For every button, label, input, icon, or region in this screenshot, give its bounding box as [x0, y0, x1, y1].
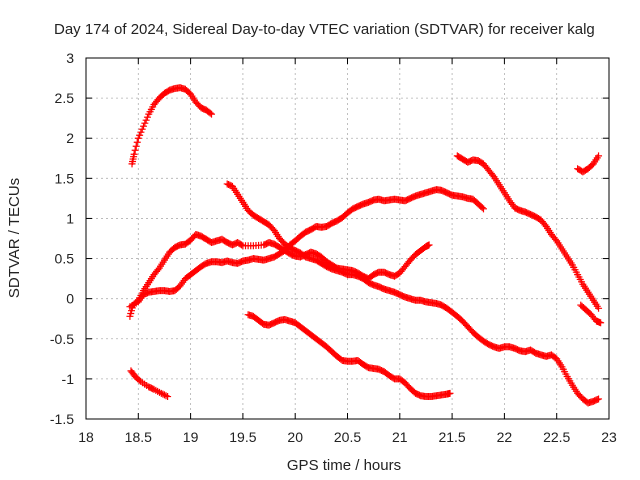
data-point	[595, 395, 603, 403]
data-point	[142, 116, 150, 124]
data-point	[206, 109, 214, 117]
series-arc-4	[126, 186, 487, 311]
data-point	[162, 392, 170, 400]
data-point	[130, 150, 138, 158]
data-point	[160, 391, 168, 399]
data-point	[489, 171, 497, 179]
x-axis-ticks: 18 18.5 19 19.5 20 20.5 21 21.5 22 22.5 23	[78, 58, 617, 445]
y-tick-label: -0.5	[50, 331, 74, 347]
data-point	[132, 142, 140, 150]
x-axis-label: GPS time / hours	[287, 457, 401, 474]
data-point	[478, 204, 486, 212]
x-tick-label: 18	[78, 429, 94, 445]
y-tick-label: 1	[66, 210, 74, 226]
series-arc-5	[223, 180, 603, 407]
y-tick-label: 0	[66, 291, 74, 307]
x-tick-label: 21	[392, 429, 408, 445]
x-tick-label: 21.5	[438, 429, 465, 445]
grid-lines	[86, 58, 609, 419]
data-point	[138, 125, 146, 133]
data-point	[143, 113, 151, 121]
y-tick-label: 0.5	[55, 251, 75, 267]
data-point	[541, 221, 549, 229]
x-tick-label: 19.5	[229, 429, 256, 445]
x-tick-label: 22	[497, 429, 513, 445]
y-tick-label: -1.5	[50, 411, 74, 427]
y-tick-label: 2.5	[55, 90, 75, 106]
data-point	[134, 134, 142, 142]
series-arc-7	[453, 152, 603, 312]
y-axis-ticks: 3 2.5 2 1.5 1 0.5 0 -0.5 -1 -1.5	[50, 50, 609, 427]
data-point	[597, 319, 605, 327]
data-point	[479, 205, 487, 213]
data-point	[238, 241, 246, 249]
data-point	[140, 122, 148, 130]
series-arc-9	[577, 301, 605, 327]
data-point	[149, 385, 157, 393]
x-tick-label: 22.5	[543, 429, 570, 445]
data-point	[446, 389, 454, 397]
chart-title: Day 174 of 2024, Sidereal Day-to-day VTE…	[54, 21, 595, 38]
x-tick-label: 20.5	[334, 429, 361, 445]
series-arc-2	[127, 367, 172, 401]
data-point	[595, 152, 603, 160]
y-tick-label: -1	[62, 371, 75, 387]
y-axis-label: SDTVAR / TECUs	[6, 178, 23, 298]
series-arc-1	[128, 84, 216, 168]
x-tick-label: 19	[183, 429, 199, 445]
data-point	[136, 131, 144, 139]
x-tick-label: 23	[601, 429, 617, 445]
data-point	[425, 241, 433, 249]
data-point	[159, 390, 167, 398]
data-point	[154, 266, 162, 274]
data-point	[137, 128, 145, 136]
series-arc-6	[244, 311, 454, 401]
data-point	[208, 110, 216, 118]
series-arc-8	[574, 152, 603, 176]
data-points	[126, 84, 605, 407]
data-point	[551, 235, 559, 243]
data-point	[133, 138, 141, 146]
data-point	[164, 393, 172, 401]
data-point	[157, 389, 165, 397]
y-tick-label: 2	[66, 130, 74, 146]
y-tick-label: 1.5	[55, 170, 75, 186]
y-tick-label: 3	[66, 50, 74, 66]
data-point	[595, 304, 603, 312]
x-tick-label: 20	[287, 429, 303, 445]
data-point	[141, 119, 149, 127]
data-point	[131, 146, 139, 154]
data-point	[593, 396, 601, 404]
series-arc-3	[126, 230, 433, 320]
x-tick-label: 18.5	[125, 429, 152, 445]
